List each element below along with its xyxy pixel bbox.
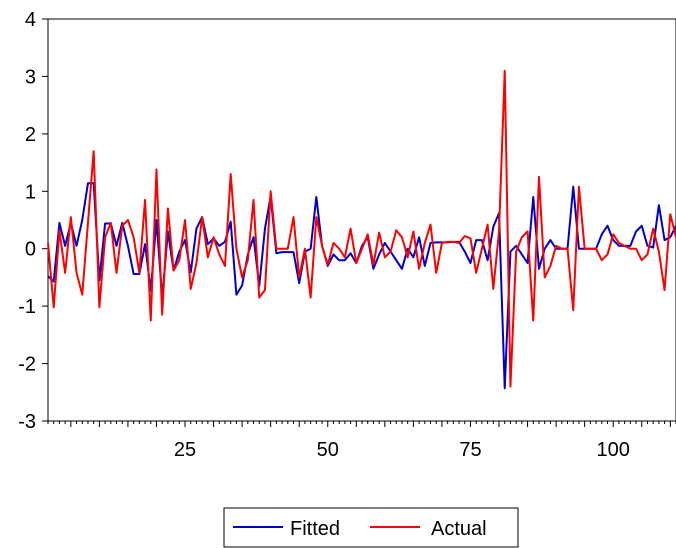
y-tick-label: 2	[25, 124, 36, 146]
x-tick-label: 25	[174, 439, 196, 461]
series-line-actual	[47, 69, 676, 388]
x-axis: 25 50 75 100	[47, 421, 676, 461]
y-tick-label: 1	[25, 181, 36, 203]
legend-label-fitted: Fitted	[290, 518, 340, 540]
y-axis: -3 -2 -1 0 1 2 3 4	[18, 9, 48, 433]
x-tick-label: 50	[317, 439, 339, 461]
series-layer	[47, 69, 676, 390]
y-tick-label: 3	[25, 66, 36, 88]
x-tick-label: 100	[597, 439, 630, 461]
legend: Fitted Actual	[223, 507, 519, 548]
y-tick-label: -2	[18, 354, 36, 376]
y-tick-label: -1	[18, 296, 36, 318]
plot-area-frame	[47, 18, 676, 422]
y-tick-label: -3	[18, 411, 36, 433]
y-tick-label: 0	[25, 239, 36, 261]
y-tick-label: 4	[25, 9, 36, 31]
x-tick-label: 75	[459, 439, 481, 461]
legend-label-actual: Actual	[431, 518, 487, 540]
